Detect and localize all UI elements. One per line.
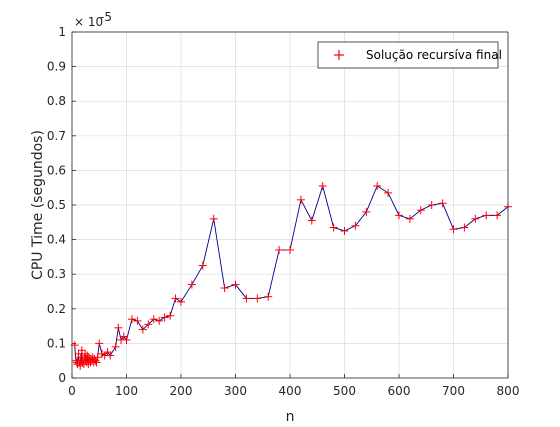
x-tick-label: 800: [497, 384, 520, 398]
data-point-marker: [493, 211, 502, 220]
data-point-marker: [122, 335, 131, 344]
y-axis-title: CPU Time (segundos): [30, 130, 46, 280]
data-point-marker: [395, 211, 403, 220]
data-point-marker: [296, 195, 305, 204]
marker-layer: [70, 181, 512, 370]
y-tick-label: 0.1: [47, 336, 66, 350]
data-point-marker: [351, 221, 360, 230]
y-tick-label: 0.7: [47, 129, 66, 143]
exponent-power: -5: [100, 10, 112, 24]
y-tick-label: 0.6: [47, 163, 66, 177]
exponent-label: × 10 -5: [74, 10, 112, 29]
data-point-marker: [83, 351, 92, 360]
data-point-marker: [133, 316, 142, 325]
y-tick-label: 0.2: [47, 302, 66, 316]
x-tick-label: 700: [442, 384, 465, 398]
data-point-marker: [307, 216, 316, 225]
x-tick-label: 500: [333, 384, 356, 398]
data-point-marker: [198, 261, 207, 270]
data-point-marker: [427, 201, 436, 209]
data-point-marker: [93, 353, 102, 362]
y-tick-label: 0.3: [47, 267, 66, 281]
data-point-marker: [362, 207, 371, 216]
data-point-marker: [149, 315, 158, 324]
data-point-marker: [318, 181, 327, 190]
data-point-marker: [373, 181, 382, 190]
x-tick-label: 0: [68, 384, 76, 398]
data-point-marker: [438, 199, 447, 208]
data-point-marker: [77, 346, 86, 355]
data-point-marker: [482, 211, 491, 220]
data-point-marker: [460, 223, 469, 232]
x-tick-labels: 0 100 200 300 400 500 600 700 800: [68, 384, 519, 398]
data-point-marker: [405, 214, 414, 223]
x-tick-label: 100: [115, 384, 138, 398]
x-tick-label: 400: [279, 384, 302, 398]
data-point-marker: [155, 316, 164, 325]
data-point-marker: [264, 292, 273, 301]
data-point-marker: [231, 280, 240, 289]
data-point-marker: [144, 320, 153, 329]
y-tick-label: 1: [58, 25, 66, 39]
y-tick-label: 0.5: [47, 198, 66, 212]
y-tick-labels: 0 0.1 0.2 0.3 0.4 0.5 0.6 0.7 0.8 0.9 1: [47, 25, 66, 385]
y-tick-label: 0.8: [47, 94, 66, 108]
data-point-marker: [177, 297, 185, 306]
data-point-marker: [416, 206, 425, 215]
data-point-marker: [384, 188, 393, 197]
data-point-marker: [114, 323, 123, 332]
legend-box: [317, 41, 499, 69]
y-tick-label: 0.4: [47, 233, 66, 247]
data-point-marker: [286, 245, 294, 254]
data-point-marker: [340, 226, 349, 235]
data-point-marker: [92, 358, 101, 367]
data-point-marker: [171, 294, 180, 303]
data-point-marker: [127, 315, 136, 324]
data-point-marker: [187, 280, 196, 289]
x-tick-label: 600: [388, 384, 411, 398]
data-point-marker: [220, 284, 229, 293]
data-point-marker: [471, 214, 480, 223]
data-point-marker: [138, 325, 147, 334]
data-point-marker: [106, 351, 115, 360]
data-point-marker: [329, 223, 338, 232]
data-point-marker: [111, 342, 120, 351]
data-point-marker: [275, 245, 284, 254]
data-point-marker: [253, 294, 262, 303]
data-point-marker: [160, 313, 169, 322]
y-tick-label: 0: [58, 371, 66, 385]
data-point-marker: [95, 339, 104, 348]
exponent-base: × 10: [74, 15, 103, 29]
x-tick-label: 300: [224, 384, 247, 398]
y-tick-label: 0.9: [47, 60, 66, 74]
legend-label: Solução recursíva final: [366, 48, 502, 62]
data-point-marker: [209, 214, 218, 223]
data-point-marker: [242, 294, 251, 303]
legend: Solução recursíva final: [317, 41, 502, 69]
x-tick-label: 200: [170, 384, 193, 398]
x-axis-title: n: [286, 409, 295, 425]
legend-marker: [334, 50, 344, 60]
data-point-marker: [449, 225, 458, 234]
plot-frame: [71, 31, 509, 379]
data-point-marker: [166, 311, 175, 320]
